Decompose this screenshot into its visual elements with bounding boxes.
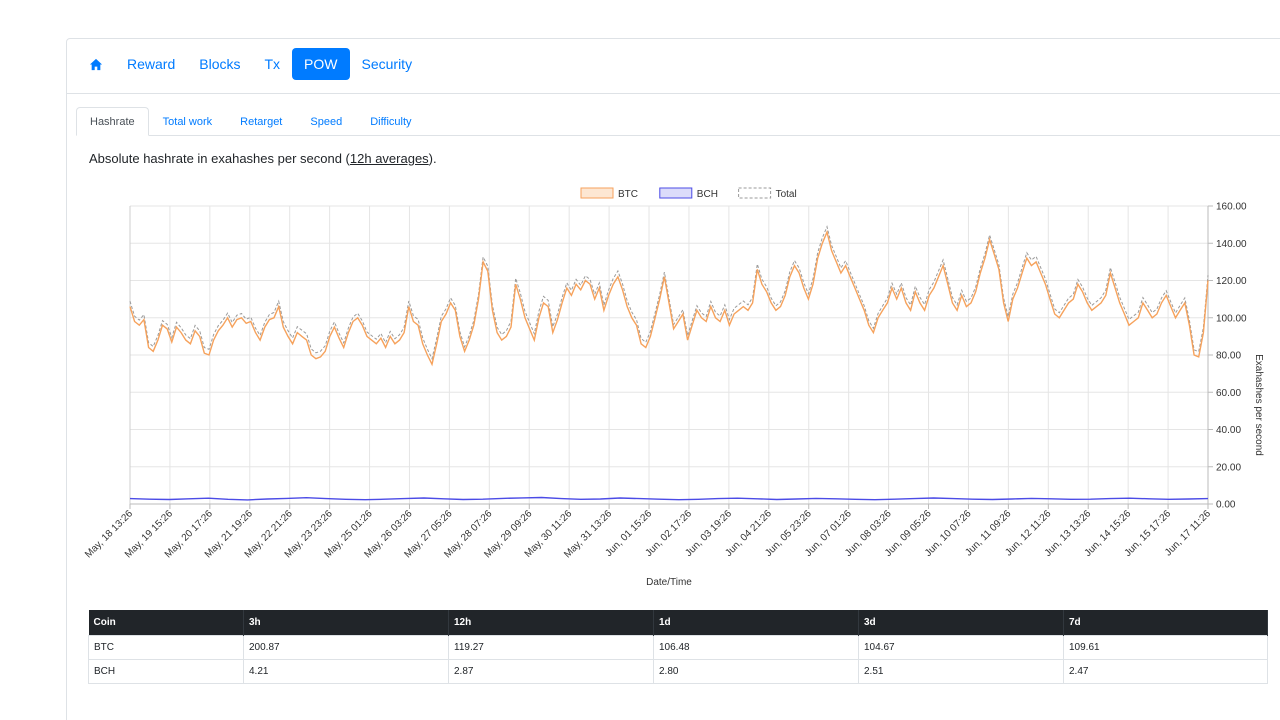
cell-7d: 109.61 [1063,634,1268,660]
cell-12h: 2.87 [448,658,654,684]
top-nav: Reward Blocks Tx POW Security [77,48,424,80]
legend-swatch [580,187,614,199]
tab-total-work[interactable]: Total work [162,115,213,128]
col-3d: 3d [858,610,1064,635]
nav-reward[interactable]: Reward [127,56,176,72]
y-tick-label: 100.00 [1216,313,1247,324]
legend-swatch [738,187,772,199]
nav-security[interactable]: Security [361,56,413,72]
y-tick-label: 80.00 [1216,351,1241,362]
hashrate-table: Coin 3h 12h 1d 3d 7d BTC 200.87 119.27 1… [88,610,1268,684]
y-tick-label: 140.00 [1216,239,1247,250]
col-1d: 1d [653,610,859,635]
cell-coin: BCH [88,658,244,684]
table-header-row: Coin 3h 12h 1d 3d 7d [88,610,1268,635]
averages-link[interactable]: 12h averages [349,151,429,166]
hashrate-chart: 0.00 20.00 40.00 60.00 80.00 100.00 120.00 140.… [83,187,1264,588]
series-btc-line [129,229,1209,367]
cell-12h: 119.27 [448,634,654,660]
tab-speed[interactable]: Speed [310,115,343,128]
legend-swatch [659,187,693,199]
pow-subtabs: Hashrate Total work Retarget Speed Diffi… [76,107,1280,136]
y-tick-label: 160.00 [1216,202,1247,213]
y-tick-label: 20.00 [1216,462,1241,473]
cell-coin: BTC [88,634,244,660]
chart-description: Absolute hashrate in exahashes per secon… [89,151,437,166]
table-row: BTC 200.87 119.27 106.48 104.67 109.61 [88,634,1268,660]
tab-hashrate[interactable]: Hashrate [76,107,149,136]
cell-1d: 2.80 [653,658,859,684]
nav-tx[interactable]: Tx [264,56,281,72]
col-12h: 12h [448,610,654,635]
y-axis-title: Exahashes per second [1253,354,1264,456]
table-row: BCH 4.21 2.87 2.80 2.51 2.47 [88,658,1268,684]
series-total-line [129,225,1209,361]
pow-panel: Reward Blocks Tx POW Security Hashrate T… [66,38,1280,720]
cell-3d: 2.51 [858,658,1064,684]
x-axis-title: Date/Time [646,577,692,588]
cell-3h: 200.87 [243,634,449,660]
series-bch-line [129,496,1209,501]
description-prefix: Absolute hashrate in exahashes per secon… [89,151,350,166]
y-tick-label: 0.00 [1216,500,1236,511]
col-7d: 7d [1063,610,1268,635]
col-3h: 3h [243,610,449,635]
legend-label: BTC [618,189,638,200]
nav-divider [67,93,1280,94]
y-tick-label: 60.00 [1216,388,1241,399]
cell-1d: 106.48 [653,634,859,660]
home-icon[interactable] [77,48,115,80]
cell-7d: 2.47 [1063,658,1268,684]
col-coin: Coin [88,610,244,635]
legend-label: BCH [697,189,718,200]
cell-3d: 104.67 [858,634,1064,660]
y-tick-label: 120.00 [1216,276,1247,287]
nav-pow[interactable]: POW [292,48,350,80]
description-suffix: ). [428,151,437,166]
legend-label: Total [776,189,797,200]
cell-3h: 4.21 [243,658,449,684]
nav-blocks[interactable]: Blocks [199,56,241,72]
tab-retarget[interactable]: Retarget [240,115,283,128]
y-tick-label: 40.00 [1216,425,1241,436]
tab-difficulty[interactable]: Difficulty [370,115,412,128]
